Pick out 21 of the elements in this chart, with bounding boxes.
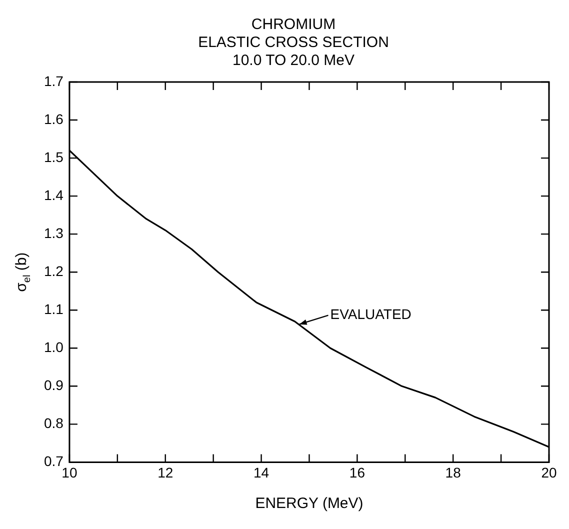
x-tick-label: 20 — [541, 464, 557, 480]
x-tick-label: 10 — [62, 464, 78, 480]
x-tick-label: 14 — [253, 464, 270, 480]
y-tick-label: 1.1 — [44, 300, 64, 317]
y-tick-label: 1.2 — [44, 262, 64, 279]
y-tick-label: 1.5 — [44, 148, 64, 165]
x-axis-title: ENERGY (MeV) — [255, 495, 364, 512]
y-tick-label: 0.9 — [44, 377, 64, 394]
y-tick-label: 1.7 — [44, 72, 64, 89]
y-tick-label: 1.0 — [44, 339, 64, 355]
y-tick-label: 1.4 — [44, 186, 64, 203]
y-tick-label: 1.3 — [44, 224, 64, 241]
y-tick-label: 0.7 — [44, 453, 64, 470]
y-tick-label: 0.8 — [44, 415, 64, 432]
x-tick-label: 12 — [158, 464, 174, 480]
x-tick-label: 18 — [445, 464, 462, 480]
y-tick-label: 1.6 — [44, 110, 64, 127]
chart-title: CHROMIUM ELASTIC CROSS SECTION 10.0 TO 20.0 MeV — [198, 16, 389, 70]
y-axis-title: σel (b) — [13, 252, 33, 292]
annotation: EVALUATED — [330, 306, 412, 322]
x-tick-label: 16 — [349, 464, 366, 480]
